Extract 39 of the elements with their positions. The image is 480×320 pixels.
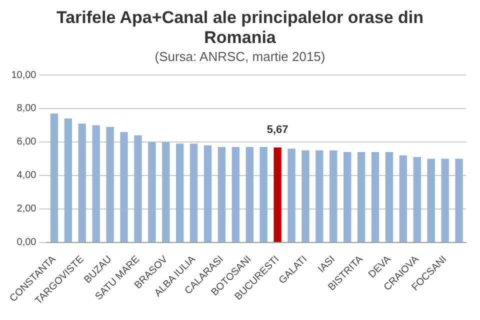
bar: [92, 125, 100, 242]
bar: [330, 150, 338, 242]
bar: [344, 152, 352, 242]
bar: [204, 145, 212, 242]
bar: [106, 126, 114, 242]
y-tick-label: 10,00: [11, 70, 37, 81]
y-tick-label: 2,00: [16, 204, 37, 215]
bar: [176, 144, 184, 242]
bar: [427, 158, 435, 242]
chart-subtitle: (Sursa: ANRSC, martie 2015): [154, 48, 326, 66]
bar: [455, 158, 463, 242]
y-tick-label: 6,00: [16, 136, 37, 148]
y-tick-label: 8,00: [16, 103, 37, 114]
bar: [274, 148, 282, 242]
bar: [288, 148, 296, 242]
y-tick-label: 0,00: [16, 237, 37, 248]
bar: [50, 114, 58, 242]
bar: [260, 147, 268, 242]
bar: [413, 157, 421, 242]
bar: [134, 135, 142, 242]
bar: [218, 147, 226, 242]
bar: [302, 150, 310, 242]
bar: [371, 152, 380, 242]
bar: [78, 124, 86, 242]
bar: [441, 158, 449, 242]
chart-title: Tarifele Apa+Canal ale principalelor orase din Romania: [55, 8, 425, 48]
bar: [148, 142, 156, 242]
bar: [232, 147, 240, 242]
bar: [385, 152, 394, 242]
bar: [399, 155, 408, 242]
bar: [357, 152, 366, 242]
bar: [190, 144, 198, 242]
data-label: 5,67: [266, 124, 288, 136]
bar: [162, 142, 170, 242]
bar: [246, 147, 254, 242]
bar: [316, 150, 324, 242]
bar: [120, 132, 128, 242]
bar: [64, 118, 72, 242]
y-tick-label: 4,00: [16, 170, 37, 182]
